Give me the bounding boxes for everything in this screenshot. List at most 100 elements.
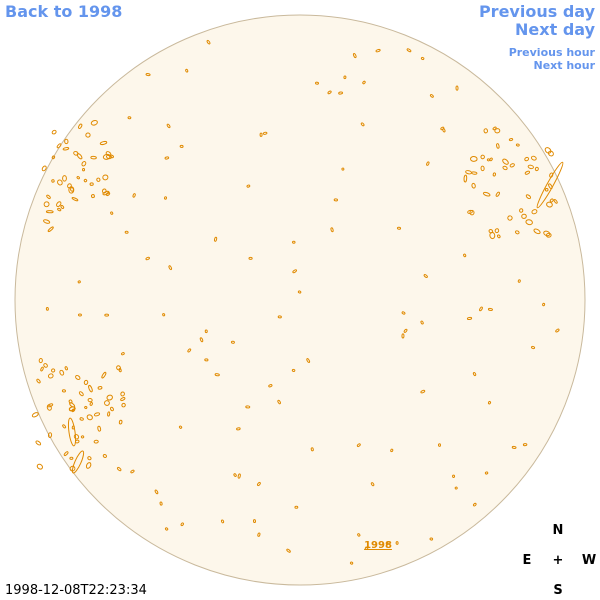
contour — [214, 373, 220, 377]
contour — [96, 177, 101, 182]
contour — [145, 72, 151, 77]
contour — [43, 363, 48, 368]
contour — [277, 315, 282, 319]
contour — [71, 450, 85, 474]
contour — [70, 187, 74, 192]
contour — [78, 123, 83, 129]
contour — [471, 182, 476, 189]
contour — [199, 337, 204, 343]
contour — [75, 375, 81, 380]
contour — [71, 408, 76, 413]
contour — [297, 290, 302, 294]
contour — [291, 368, 296, 372]
contour — [90, 119, 98, 126]
year-link[interactable]: 1998 — [364, 540, 392, 551]
contour — [364, 546, 369, 550]
contour — [120, 352, 125, 356]
contour — [333, 198, 339, 202]
contour — [237, 473, 241, 479]
contour — [517, 279, 521, 283]
contour — [124, 230, 129, 234]
contour — [106, 394, 113, 401]
contour — [327, 90, 332, 95]
contour — [370, 482, 375, 487]
contour — [396, 226, 402, 230]
contour — [77, 313, 82, 317]
contour — [76, 153, 83, 160]
contour — [71, 197, 79, 202]
contour — [62, 424, 67, 429]
contour — [109, 406, 114, 412]
contour — [213, 236, 218, 242]
contour — [357, 533, 361, 537]
contour — [480, 165, 485, 172]
back-link[interactable]: Back to 1998 — [5, 2, 122, 21]
contour — [178, 425, 183, 429]
contour — [527, 164, 534, 170]
contour — [531, 345, 536, 350]
contour — [487, 307, 493, 311]
active-regions — [31, 39, 564, 565]
contour — [102, 454, 107, 458]
compass-center: + — [553, 553, 564, 568]
previous-day-link[interactable]: Previous day — [479, 2, 596, 21]
contour — [102, 153, 111, 160]
contour — [341, 167, 345, 171]
contour — [292, 240, 296, 244]
contour — [87, 397, 93, 403]
contour — [472, 502, 477, 507]
contour — [483, 128, 488, 134]
previous-hour-link[interactable]: Previous hour — [509, 46, 596, 59]
contour — [45, 210, 54, 214]
contour — [508, 137, 514, 142]
contour — [69, 456, 74, 460]
contour — [47, 432, 53, 438]
contour — [57, 207, 62, 212]
contour — [257, 532, 261, 537]
contour — [57, 179, 63, 186]
contour — [64, 366, 68, 371]
contour — [38, 358, 43, 364]
timestamp: 1998-12-08T22:23:34 — [5, 583, 147, 598]
contour — [82, 168, 86, 172]
contour — [64, 138, 69, 145]
contour — [116, 466, 122, 472]
contour — [530, 155, 537, 161]
contour — [502, 165, 508, 171]
contour — [375, 48, 381, 53]
contour — [104, 400, 110, 406]
contour — [62, 175, 67, 182]
contour — [515, 143, 520, 147]
contour — [511, 445, 517, 449]
contour — [60, 204, 65, 209]
contour — [220, 519, 225, 524]
contour — [524, 170, 531, 175]
contour — [109, 154, 114, 159]
contour — [41, 165, 47, 172]
contour — [47, 226, 54, 233]
contour — [502, 158, 509, 165]
compass-east: E — [523, 553, 532, 568]
contour — [469, 156, 478, 162]
contour — [549, 198, 554, 203]
contour — [204, 358, 209, 362]
contour — [507, 215, 513, 221]
contour — [162, 313, 166, 317]
contour — [494, 228, 500, 234]
contour — [35, 440, 42, 446]
compass-north: N — [553, 523, 564, 538]
contour — [454, 486, 458, 490]
contour — [420, 320, 424, 325]
next-day-link[interactable]: Next day — [515, 20, 596, 39]
contour — [257, 481, 261, 487]
contour — [547, 150, 554, 157]
contour — [544, 147, 552, 154]
contour — [519, 208, 524, 213]
contour — [101, 371, 107, 379]
next-hour-link[interactable]: Next hour — [534, 59, 596, 72]
contour — [525, 194, 532, 200]
contour — [145, 256, 150, 261]
contour — [360, 122, 365, 127]
contour — [104, 313, 110, 317]
contour — [292, 269, 297, 274]
